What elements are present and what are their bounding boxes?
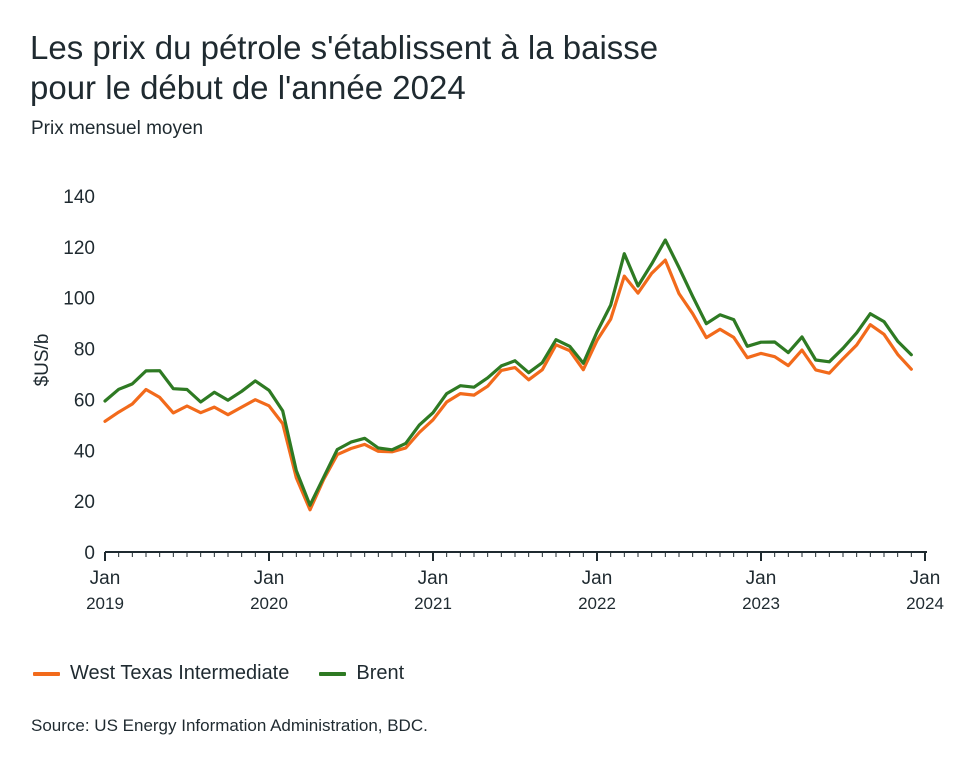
y-tick-label: 120 xyxy=(63,238,95,259)
y-tick-label: 20 xyxy=(74,492,95,513)
chart-title-line-2: pour le début de l'année 2024 xyxy=(30,69,466,106)
x-tick-month-label: Jan xyxy=(90,568,121,589)
y-tick-label: 60 xyxy=(74,390,95,411)
legend-label-wti: West Texas Intermediate xyxy=(70,662,290,684)
x-tick-year-label: 2019 xyxy=(86,594,124,613)
y-tick-label: 100 xyxy=(63,289,95,310)
x-tick-month-label: Jan xyxy=(418,568,449,589)
y-tick-label: 140 xyxy=(63,187,95,208)
y-tick-label: 80 xyxy=(74,340,95,361)
legend-swatch-brent xyxy=(319,671,347,676)
legend-label-brent: Brent xyxy=(356,662,405,684)
series-line-brent xyxy=(103,238,913,507)
x-tick-year-label: 2022 xyxy=(578,594,616,613)
series-line-wti xyxy=(103,258,913,512)
y-axis-label: $US/b xyxy=(32,334,53,387)
x-tick-month-label: Jan xyxy=(746,568,777,589)
legend-item-brent: Brent xyxy=(319,662,404,685)
x-tick-month-label: Jan xyxy=(254,568,285,589)
y-tick-label: 40 xyxy=(74,441,95,462)
legend-item-wti: West Texas Intermediate xyxy=(33,662,289,685)
chart-subtitle: Prix mensuel moyen xyxy=(31,118,204,139)
x-tick-year-label: 2020 xyxy=(250,594,288,613)
x-tick-year-label: 2023 xyxy=(742,594,780,613)
chart-title-line-1: Les prix du pétrole s'établissent à la b… xyxy=(30,29,659,66)
y-tick-label: 0 xyxy=(84,543,95,564)
chart-title: Les prix du pétrole s'établissent à la b… xyxy=(30,28,930,108)
x-tick-year-label: 2021 xyxy=(414,594,452,613)
line-chart: 0 20 40 60 80 100 120 140 Jan 2019 Jan 2020 Jan 2021 J… xyxy=(32,187,944,613)
source-note: Source: US Energy Information Administra… xyxy=(31,716,428,735)
chart-plot-area xyxy=(103,238,913,512)
x-tick-month-label: Jan xyxy=(582,568,613,589)
x-tick-month-label: Jan xyxy=(910,568,941,589)
chart-axes: 0 20 40 60 80 100 120 140 Jan 2019 Jan 2020 Jan 2021 J… xyxy=(63,187,944,613)
chart-legend: West Texas Intermediate Brent xyxy=(33,662,404,685)
legend-swatch-wti xyxy=(33,671,60,676)
x-tick-year-label: 2024 xyxy=(906,594,944,613)
